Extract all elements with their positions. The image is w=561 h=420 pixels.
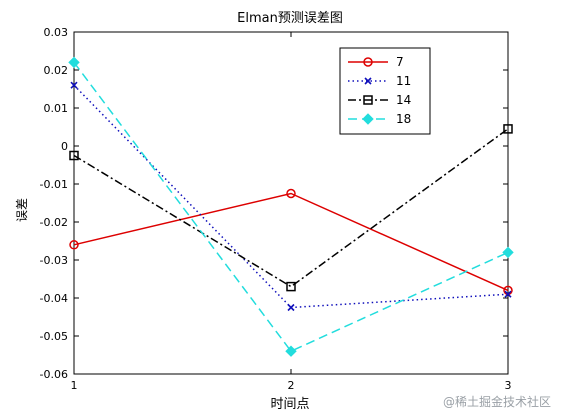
legend-item: 7 bbox=[348, 55, 404, 69]
legend-item: 14 bbox=[348, 93, 411, 107]
series-11 bbox=[70, 81, 512, 312]
series-line-18 bbox=[73, 61, 509, 353]
watermark: @稀土掘金技术社区 bbox=[442, 395, 551, 409]
data-point bbox=[286, 281, 296, 292]
y-tick-label: 0.01 bbox=[44, 102, 69, 115]
legend: 7 11 14 18 bbox=[339, 47, 431, 135]
legend-label: 11 bbox=[396, 74, 411, 88]
data-point bbox=[69, 240, 79, 250]
y-tick-label: -0.04 bbox=[40, 292, 68, 305]
legend-marker bbox=[364, 77, 372, 85]
data-point bbox=[287, 303, 295, 312]
data-point bbox=[68, 56, 80, 69]
y-axis-label: 误差 bbox=[15, 198, 29, 222]
legend-item: 18 bbox=[348, 112, 411, 126]
y-tick-label: -0.01 bbox=[40, 178, 68, 191]
y-tick-label: 0.02 bbox=[44, 64, 69, 77]
data-point bbox=[502, 246, 514, 259]
y-tick-label: 0 bbox=[61, 140, 68, 153]
series-7 bbox=[69, 188, 513, 296]
data-point bbox=[286, 188, 296, 199]
y-tick-label: -0.02 bbox=[40, 216, 68, 229]
x-tick-label: 2 bbox=[288, 379, 295, 392]
x-tick-label: 1 bbox=[71, 379, 78, 392]
series-line-14 bbox=[73, 128, 509, 288]
series-18 bbox=[68, 56, 514, 357]
chart-title: Elman预测误差图 bbox=[237, 11, 343, 26]
series-line-11 bbox=[73, 84, 509, 309]
data-point bbox=[504, 290, 512, 298]
series-14 bbox=[69, 124, 513, 292]
legend-label: 7 bbox=[396, 55, 404, 69]
legend-marker bbox=[363, 57, 373, 67]
plot-area-frame bbox=[73, 31, 509, 375]
data-point bbox=[69, 150, 79, 161]
data-point bbox=[285, 345, 297, 357]
legend-label: 18 bbox=[396, 112, 411, 126]
legend-item: 11 bbox=[348, 74, 411, 88]
series-line-7 bbox=[73, 192, 509, 292]
legend-marker bbox=[363, 95, 373, 105]
x-tick-label: 3 bbox=[505, 379, 512, 392]
legend-box bbox=[339, 47, 431, 135]
legend-marker bbox=[362, 113, 374, 125]
y-tick-label: -0.06 bbox=[40, 368, 68, 381]
data-point bbox=[503, 124, 513, 134]
x-axis-label: 时间点 bbox=[270, 397, 309, 412]
y-tick-label: -0.03 bbox=[40, 254, 68, 267]
legend-label: 14 bbox=[396, 93, 411, 107]
data-point bbox=[70, 81, 78, 89]
y-tick-label: 0.03 bbox=[44, 26, 69, 39]
y-tick-label: -0.05 bbox=[40, 330, 68, 343]
